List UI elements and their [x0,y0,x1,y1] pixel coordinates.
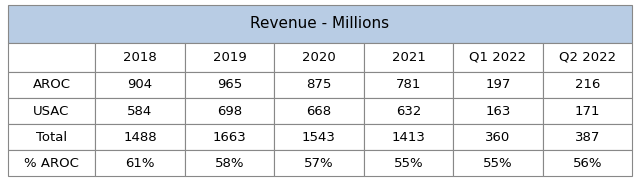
Bar [95,72,185,98]
Bar [274,150,364,176]
Bar [543,98,632,124]
Text: 1413: 1413 [392,131,426,144]
Bar [364,124,453,150]
Text: 56%: 56% [573,157,602,170]
Text: 2019: 2019 [212,51,246,64]
Text: Revenue - Millions: Revenue - Millions [250,16,390,31]
Bar [364,43,453,72]
Text: 1543: 1543 [302,131,336,144]
Text: % AROC: % AROC [24,157,79,170]
Text: 197: 197 [485,78,511,91]
Bar [364,150,453,176]
Text: 216: 216 [575,78,600,91]
Bar [274,98,364,124]
Text: 1663: 1663 [212,131,246,144]
Text: 360: 360 [485,131,511,144]
Text: 387: 387 [575,131,600,144]
Text: 698: 698 [217,104,242,117]
Text: 61%: 61% [125,157,155,170]
Bar [8,124,95,150]
Text: 632: 632 [396,104,421,117]
Text: USAC: USAC [33,104,70,117]
Text: 965: 965 [217,78,242,91]
Text: 668: 668 [307,104,332,117]
Bar [185,150,274,176]
Text: 875: 875 [307,78,332,91]
Text: 55%: 55% [483,157,513,170]
Bar [95,43,185,72]
Bar [8,43,95,72]
Bar [364,72,453,98]
Text: Q2 2022: Q2 2022 [559,51,616,64]
Bar [185,124,274,150]
Bar [453,43,543,72]
Bar [364,98,453,124]
Text: 904: 904 [127,78,152,91]
Bar [8,150,95,176]
Bar [95,98,185,124]
Bar [95,150,185,176]
Bar [274,43,364,72]
Bar [185,43,274,72]
Bar [453,150,543,176]
Text: 2021: 2021 [392,51,426,64]
Bar [8,5,632,43]
Bar [543,43,632,72]
Bar [185,98,274,124]
Bar [8,72,95,98]
Bar [274,124,364,150]
Text: 57%: 57% [304,157,334,170]
Text: 58%: 58% [214,157,244,170]
Text: 781: 781 [396,78,421,91]
Text: 1488: 1488 [123,131,157,144]
Bar [543,72,632,98]
Text: AROC: AROC [33,78,70,91]
Bar [543,150,632,176]
Bar [543,124,632,150]
Bar [453,98,543,124]
Bar [453,124,543,150]
Text: 2018: 2018 [123,51,157,64]
Text: 584: 584 [127,104,152,117]
Text: Total: Total [36,131,67,144]
Bar [185,72,274,98]
Text: 163: 163 [485,104,511,117]
Bar [8,98,95,124]
Text: 2020: 2020 [302,51,336,64]
Bar [95,124,185,150]
Text: 171: 171 [575,104,600,117]
Text: 55%: 55% [394,157,423,170]
Bar [453,72,543,98]
Text: Q1 2022: Q1 2022 [470,51,527,64]
Bar [274,72,364,98]
